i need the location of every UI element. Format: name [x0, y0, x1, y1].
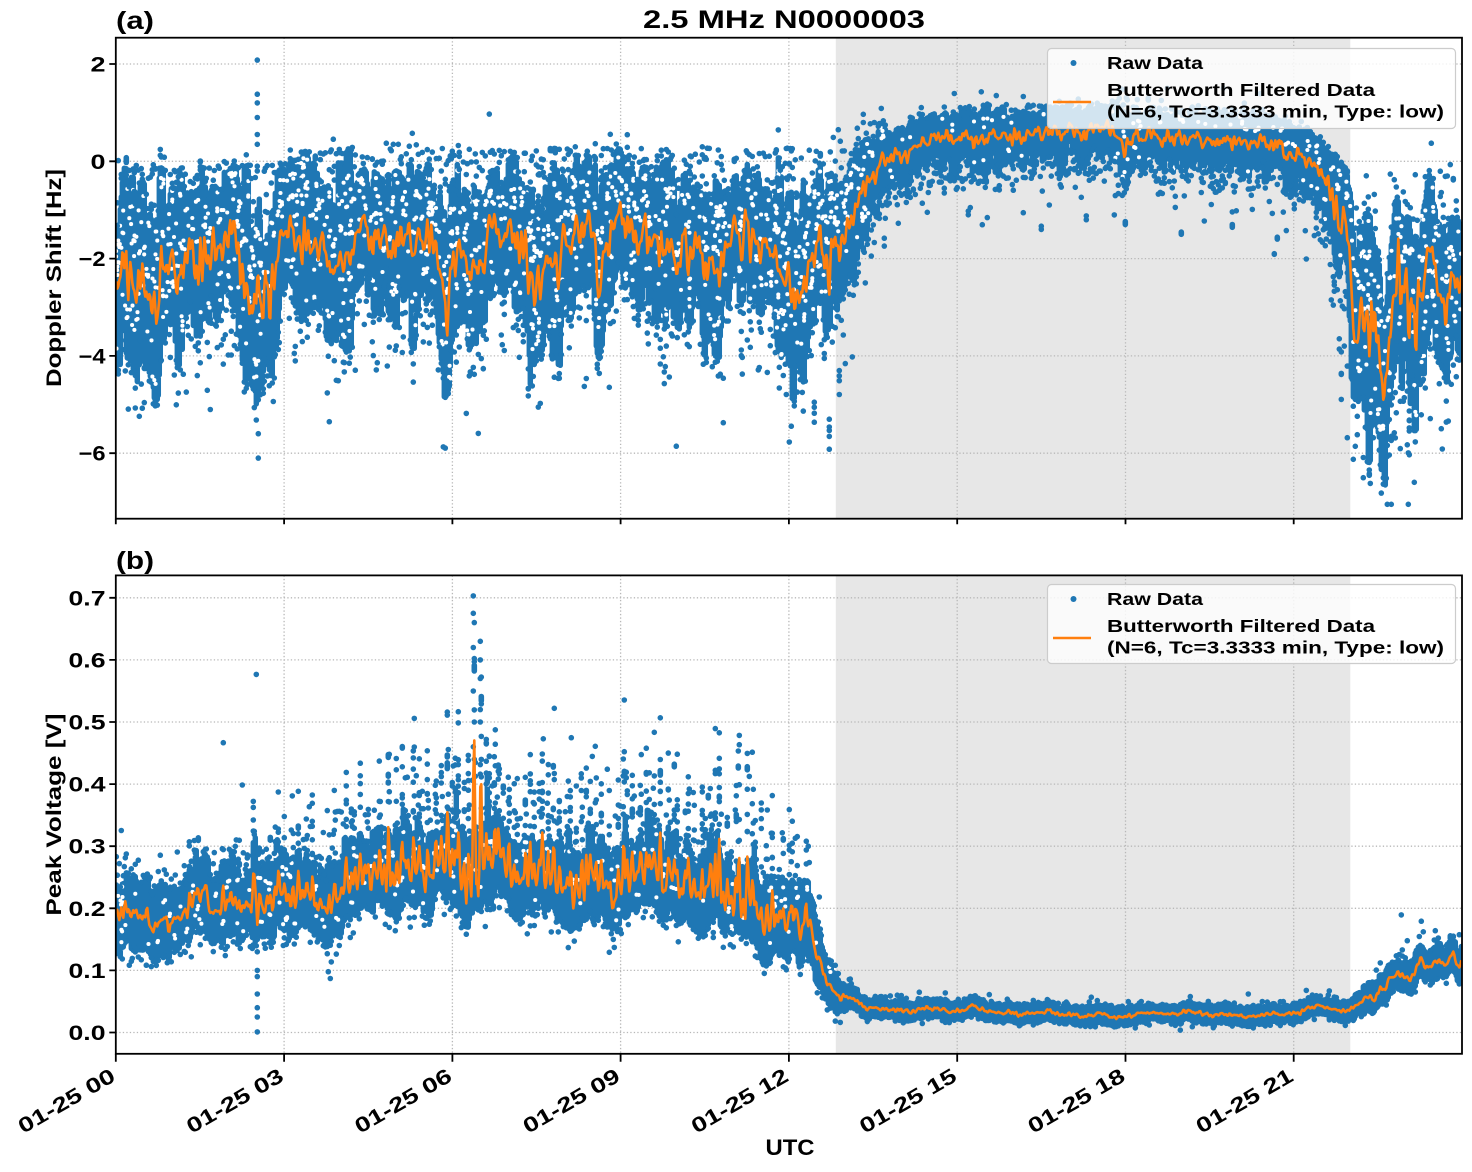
svg-text:Peak Voltage [V]: Peak Voltage [V] [42, 714, 66, 916]
svg-text:Raw Data: Raw Data [1107, 589, 1203, 609]
svg-text:0.0: 0.0 [69, 1022, 106, 1045]
svg-text:Butterworth Filtered Data: Butterworth Filtered Data [1107, 80, 1375, 100]
svg-text:(b): (b) [116, 547, 154, 575]
svg-text:2: 2 [91, 54, 106, 77]
svg-text:−6: −6 [79, 443, 106, 466]
svg-text:0.3: 0.3 [69, 836, 106, 859]
svg-text:0: 0 [91, 151, 106, 174]
svg-text:−2: −2 [79, 248, 106, 271]
svg-text:0.4: 0.4 [69, 774, 106, 797]
svg-text:(N=6, Tc=3.3333 min, Type: low: (N=6, Tc=3.3333 min, Type: low) [1107, 102, 1444, 122]
svg-text:(N=6, Tc=3.3333 min, Type: low: (N=6, Tc=3.3333 min, Type: low) [1107, 638, 1444, 658]
svg-text:Doppler Shift [Hz]: Doppler Shift [Hz] [42, 169, 66, 387]
svg-text:2.5 MHz N0000003: 2.5 MHz N0000003 [643, 6, 925, 34]
svg-text:0.7: 0.7 [69, 587, 106, 610]
svg-text:UTC: UTC [766, 1135, 815, 1160]
svg-text:0.1: 0.1 [69, 960, 106, 983]
svg-text:0.2: 0.2 [69, 898, 106, 921]
svg-text:−4: −4 [79, 345, 106, 368]
svg-text:(a): (a) [116, 7, 154, 35]
svg-text:0.5: 0.5 [69, 712, 106, 735]
svg-text:0.6: 0.6 [69, 649, 106, 672]
svg-text:Butterworth Filtered Data: Butterworth Filtered Data [1107, 616, 1375, 636]
svg-text:Raw Data: Raw Data [1107, 53, 1203, 73]
